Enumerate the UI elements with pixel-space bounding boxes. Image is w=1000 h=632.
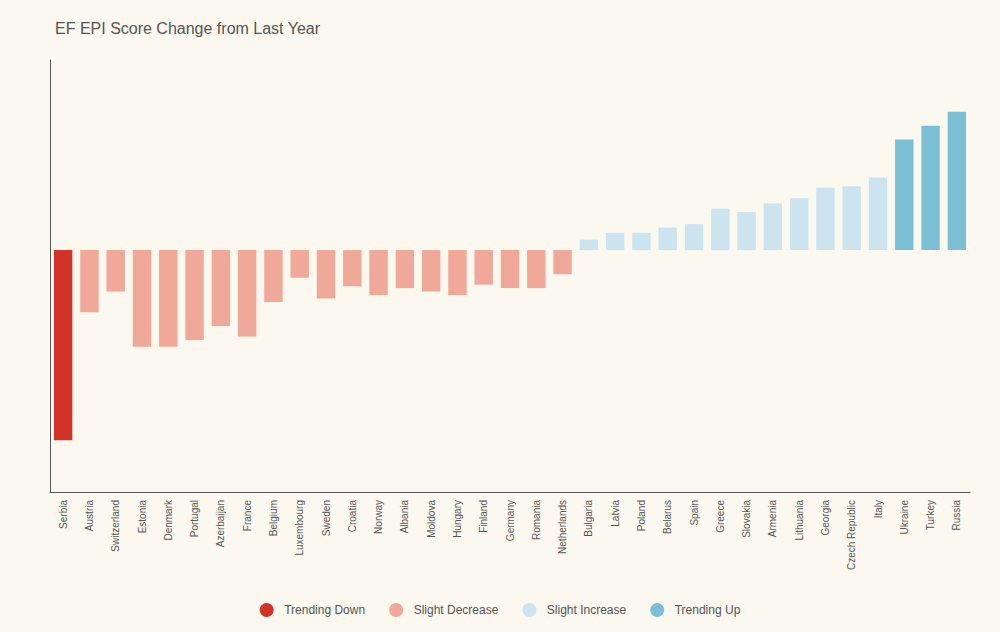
svg-text:Austria: Austria <box>84 500 95 532</box>
svg-text:Greece: Greece <box>715 500 726 533</box>
svg-text:Serbia: Serbia <box>58 500 69 529</box>
svg-text:Spain: Spain <box>689 500 700 526</box>
svg-text:Estonia: Estonia <box>137 500 148 534</box>
svg-text:Sweden: Sweden <box>321 500 332 536</box>
svg-text:Finland: Finland <box>478 500 489 533</box>
svg-text:Turkey: Turkey <box>925 500 936 530</box>
svg-text:Croatia: Croatia <box>347 500 358 533</box>
svg-text:EF EPI Score Change from Last: EF EPI Score Change from Last Year <box>55 20 321 37</box>
svg-text:Netherlands: Netherlands <box>557 500 568 554</box>
svg-text:Norway: Norway <box>373 500 384 534</box>
svg-text:Czech Republic: Czech Republic <box>846 500 857 570</box>
svg-text:France: France <box>242 500 253 532</box>
svg-text:Poland: Poland <box>636 500 647 531</box>
svg-text:Belgium: Belgium <box>268 500 279 536</box>
svg-text:Moldova: Moldova <box>426 500 437 538</box>
svg-text:Armenia: Armenia <box>767 500 778 538</box>
svg-text:Slight Increase: Slight Increase <box>547 603 627 617</box>
svg-text:Denmark: Denmark <box>163 499 174 541</box>
svg-text:Italy: Italy <box>873 500 884 518</box>
svg-text:Bulgaria: Bulgaria <box>583 500 594 537</box>
svg-text:Latvia: Latvia <box>610 500 621 527</box>
svg-text:Azerbaijan: Azerbaijan <box>215 500 226 547</box>
svg-text:Trending Down: Trending Down <box>284 603 365 617</box>
svg-text:Romania: Romania <box>531 500 542 540</box>
svg-text:Germany: Germany <box>505 500 516 541</box>
svg-text:Lithuania: Lithuania <box>794 500 805 541</box>
svg-text:Belarus: Belarus <box>662 500 673 534</box>
svg-text:Georgia: Georgia <box>820 500 831 536</box>
svg-text:Slovakia: Slovakia <box>741 500 752 538</box>
svg-text:Luxembourg: Luxembourg <box>294 500 305 556</box>
svg-text:Hungary: Hungary <box>452 500 463 538</box>
svg-text:Ukraine: Ukraine <box>899 500 910 535</box>
svg-text:Albania: Albania <box>399 500 410 534</box>
svg-text:Switzerland: Switzerland <box>110 500 121 552</box>
svg-text:Portugal: Portugal <box>189 500 200 537</box>
svg-text:Trending Up: Trending Up <box>675 603 741 617</box>
svg-text:Russia: Russia <box>951 500 962 531</box>
svg-text:Slight Decrease: Slight Decrease <box>414 603 499 617</box>
